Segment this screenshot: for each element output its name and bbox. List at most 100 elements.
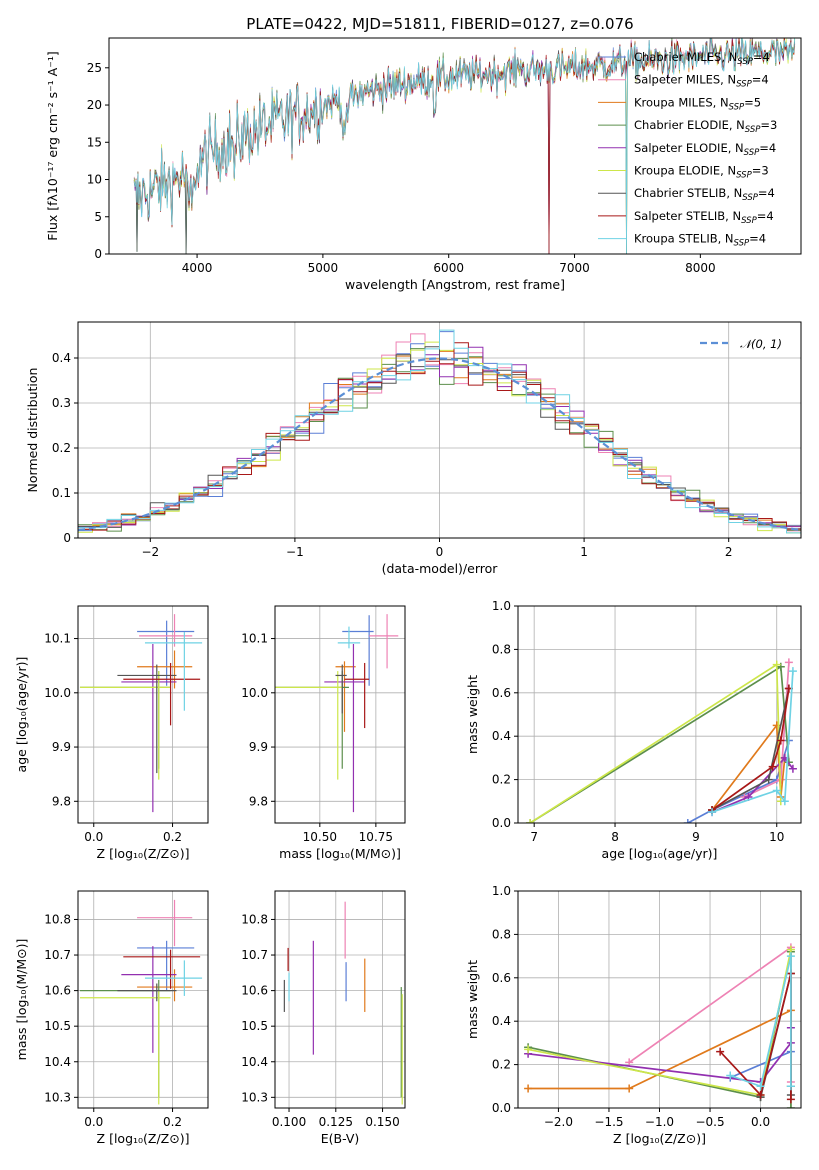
y-tick-label: 0.4 xyxy=(52,351,71,365)
plot-area xyxy=(78,329,801,538)
weight-marker xyxy=(788,667,797,676)
y-tick-label: 10.6 xyxy=(241,984,268,998)
spectrum-line-kroupa-stelib xyxy=(133,38,795,254)
plot-area xyxy=(133,38,796,254)
weight-marker xyxy=(716,1047,725,1056)
weight-marker xyxy=(784,658,793,667)
y-tick-label: 0.6 xyxy=(492,971,511,985)
x-tick-label: −2.0 xyxy=(544,1115,573,1129)
x-tick-label: 5000 xyxy=(308,261,339,275)
y-tick-label: 0 xyxy=(63,531,71,545)
x-axis-label: age [log₁₀(age/yr)] xyxy=(602,846,718,861)
weight-marker xyxy=(683,819,692,823)
weight-marker xyxy=(756,1082,765,1091)
y-tick-label: 20 xyxy=(87,98,102,112)
weight-marker xyxy=(772,721,781,730)
weight-marker xyxy=(786,1104,795,1108)
y-axis-label: mass weight xyxy=(465,675,480,754)
weight-marker xyxy=(526,819,535,823)
legend-entry: Chabrier MILES, NSSP=4 xyxy=(634,50,770,67)
panel-age-vs-mass: 10.50 10.75 9.8 9.9 10.0 10.1 mass [log₁₀(M/M⊙… xyxy=(241,605,406,861)
x-axis-label: mass [log₁₀(M/M⊙)] xyxy=(279,846,401,861)
weight-line-chabrier-miles xyxy=(687,740,790,823)
y-tick-label: 10.8 xyxy=(241,912,268,926)
y-tick-label: 0.2 xyxy=(52,441,71,455)
x-tick-label: −1.5 xyxy=(594,1115,623,1129)
legend-entry: Chabrier ELODIE, NSSP=3 xyxy=(634,118,777,135)
panel-mass-vs-EBV: 0.100 0.125 0.150 10.3 10.4 10.5 10.6 10.7 10.8 E… xyxy=(241,890,406,1146)
y-tick-label: 10.7 xyxy=(241,948,268,962)
y-tick-label: 0.6 xyxy=(492,686,511,700)
weight-marker xyxy=(524,1045,533,1054)
y-tick-label: 0.1 xyxy=(52,486,71,500)
x-tick-label: 0.2 xyxy=(163,1115,182,1129)
axes-frame xyxy=(108,37,802,255)
axes-frame xyxy=(77,605,209,824)
y-tick-label: 9.8 xyxy=(249,794,268,808)
y-tick-label: 10.7 xyxy=(44,948,71,962)
errorbar-point xyxy=(117,664,177,774)
x-tick-label: 0.100 xyxy=(272,1115,306,1129)
y-tick-label: 10.0 xyxy=(44,686,71,700)
errorbar-point xyxy=(275,671,343,780)
errorbar-point xyxy=(139,614,193,647)
y-tick-label: 10.1 xyxy=(241,632,268,646)
errorbar-point xyxy=(337,626,361,649)
x-axis-label: E(B-V) xyxy=(321,1131,360,1146)
weight-line-salpeter-elodie xyxy=(711,756,794,813)
errorbar-point xyxy=(324,643,365,813)
x-tick-label: 8000 xyxy=(685,261,716,275)
errorbar-point xyxy=(121,946,177,1053)
y-tick-label: 10.6 xyxy=(44,984,71,998)
y-tick-label: 25 xyxy=(87,61,102,75)
y-tick-label: 1.0 xyxy=(492,884,511,898)
weight-marker xyxy=(625,1084,634,1093)
x-tick-label: 0 xyxy=(436,545,444,559)
errorbar-point xyxy=(335,661,356,732)
panel-weight-vs-age: 7 8 9 10 0.0 0.2 0.4 0.6 0.8 1.0 age [log₁₀(age/yr… xyxy=(465,599,802,861)
weight-line-kroupa-stelib xyxy=(711,671,794,813)
legend-entry: Salpeter ELODIE, NSSP=4 xyxy=(634,141,776,158)
weight-line-salpeter-stelib xyxy=(711,688,790,811)
weight-marker xyxy=(524,1084,533,1093)
weight-marker xyxy=(786,1082,795,1091)
axes-frame xyxy=(517,605,802,824)
errorbar-point xyxy=(123,662,201,726)
plot-area xyxy=(79,614,203,813)
weight-marker xyxy=(776,662,785,671)
x-tick-label: −1.0 xyxy=(645,1115,674,1129)
y-tick-label: 10.8 xyxy=(44,912,71,926)
y-axis-label: Flux [fλ10⁻¹⁷ erg cm⁻² s⁻¹ A⁻¹] xyxy=(45,51,60,240)
weight-marker xyxy=(708,808,717,817)
y-tick-label: 10 xyxy=(87,173,102,187)
errorbar-point xyxy=(137,899,193,947)
legend-entry: Kroupa MILES, NSSP=5 xyxy=(634,95,761,112)
x-tick-label: 0.0 xyxy=(84,1115,103,1129)
legend-entry: Kroupa STELIB, NSSP=4 xyxy=(634,232,766,249)
x-tick-label: 10.75 xyxy=(359,830,393,844)
y-tick-label: 0.8 xyxy=(492,642,511,656)
y-tick-label: 0.0 xyxy=(492,816,511,830)
panel-mass-vs-Z: 0.0 0.2 10.3 10.4 10.5 10.6 10.7 10.8 Z [log₁₀(Z… xyxy=(14,890,209,1146)
y-tick-label: 0.8 xyxy=(492,927,511,941)
weight-marker xyxy=(786,1095,795,1104)
y-tick-label: 0.2 xyxy=(492,1058,511,1072)
errorbar-point xyxy=(117,983,177,1002)
y-tick-label: 0.0 xyxy=(492,1101,511,1115)
y-tick-label: 0 xyxy=(94,247,102,261)
y-tick-label: 10.5 xyxy=(44,1019,71,1033)
axes-frame xyxy=(77,890,209,1109)
y-tick-label: 15 xyxy=(87,135,102,149)
y-tick-label: 10.4 xyxy=(241,1055,268,1069)
x-axis-label: Z [log₁₀(Z/Z⊙)] xyxy=(613,1131,706,1146)
y-tick-label: 10.4 xyxy=(44,1055,71,1069)
errorbar-point xyxy=(335,664,347,714)
x-axis-label: (data-model)/error xyxy=(382,561,499,576)
legend-entry: Chabrier STELIB, NSSP=4 xyxy=(634,186,775,203)
errorbar-point xyxy=(344,662,370,729)
weight-marker xyxy=(726,1071,735,1080)
legend-entry-normal: 𝒩(0, 1) xyxy=(740,337,782,351)
x-tick-label: −0.5 xyxy=(695,1115,724,1129)
weight-marker xyxy=(764,775,773,784)
